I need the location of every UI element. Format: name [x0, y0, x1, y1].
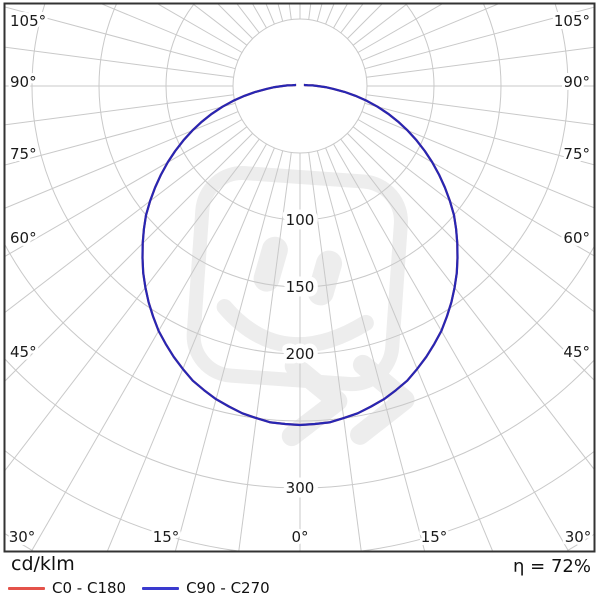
grid-ray — [101, 4, 239, 61]
grid-ray — [5, 111, 239, 209]
grid-ray — [308, 152, 362, 551]
grid-ray — [5, 94, 234, 126]
efficiency-label: η = 72% — [513, 556, 591, 577]
angle-label: 90° — [563, 73, 590, 91]
intensity-curves — [141, 83, 459, 427]
grid-ray — [325, 147, 493, 551]
grid-ray — [340, 138, 594, 470]
angle-label: 105° — [10, 12, 46, 30]
curve-c90-c270 — [141, 83, 459, 427]
angle-label: 0° — [291, 528, 308, 546]
grid-ray — [347, 133, 594, 381]
grid-ray — [361, 4, 499, 61]
legend: C0 - C180 C90 - C270 — [8, 580, 286, 597]
grid-ray — [5, 138, 260, 471]
grid-ray — [333, 143, 569, 551]
angle-label: 15° — [153, 528, 180, 546]
ring-value-label: 150 — [286, 278, 315, 296]
angle-label: 15° — [421, 528, 448, 546]
ring-value-label: 200 — [286, 345, 315, 363]
grid-ray — [5, 46, 234, 78]
plot-border — [3, 2, 596, 553]
legend-label: C0 - C180 — [52, 579, 127, 597]
angle-label: 60° — [10, 229, 37, 247]
angle-label: 30° — [565, 528, 592, 546]
grid-ray — [364, 6, 594, 70]
grid-ray — [107, 147, 275, 551]
legend-line-c90-c270 — [142, 587, 180, 590]
legend-line-c0-c180 — [8, 587, 45, 590]
grid-ray — [5, 133, 253, 382]
angle-label: 105° — [554, 12, 590, 30]
grid-ray — [5, 102, 236, 166]
grid-ray — [31, 143, 267, 551]
ring-value-label: 100 — [286, 211, 315, 229]
legend-label: C90 - C270 — [186, 579, 270, 597]
grid-ray — [366, 94, 594, 126]
grid-ray — [357, 119, 594, 257]
angle-label: 75° — [563, 145, 590, 163]
grid-ray — [5, 6, 236, 70]
grid-ray — [316, 150, 425, 551]
grid-ray — [175, 150, 284, 551]
angle-label: 30° — [9, 528, 36, 546]
grid-ray — [364, 102, 594, 166]
unit-label: cd/klm — [11, 553, 75, 575]
angle-label: 90° — [10, 73, 37, 91]
grid-ring — [232, 18, 368, 154]
grid-ray — [5, 119, 243, 257]
angle-label: 60° — [563, 229, 590, 247]
grid-ray — [361, 111, 594, 209]
grid-ray — [366, 46, 594, 78]
angle-label: 75° — [10, 145, 37, 163]
angle-label: 45° — [10, 343, 37, 361]
angle-label: 45° — [563, 343, 590, 361]
grid-ray — [238, 152, 292, 551]
ring-value-label: 300 — [286, 479, 315, 497]
